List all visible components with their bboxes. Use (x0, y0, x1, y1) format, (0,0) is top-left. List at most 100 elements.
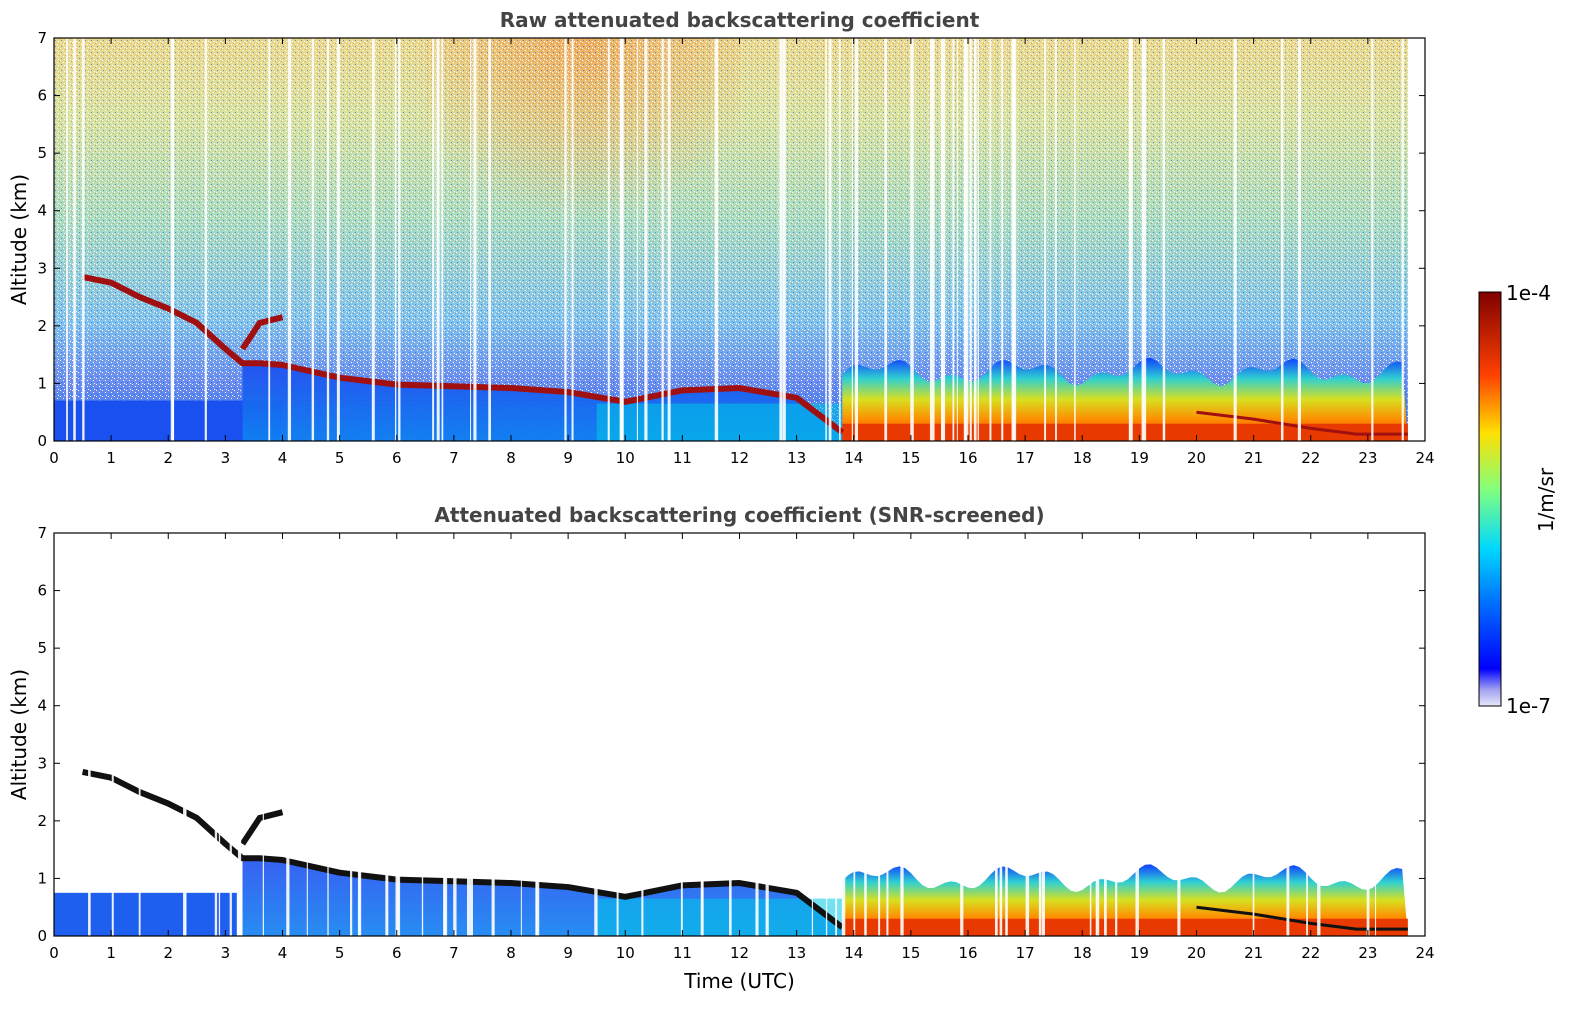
snr-x-tick-label: 20 (1187, 944, 1206, 962)
raw-data-gap (1001, 38, 1003, 441)
snr-data-gap (900, 533, 904, 936)
snr-y-tick-label: 5 (37, 639, 47, 657)
snr-data-gap (218, 533, 221, 936)
snr-x-tick-label: 21 (1244, 944, 1263, 962)
snr-x-tick-label: 12 (730, 944, 749, 962)
raw-surface-layer (842, 423, 1408, 441)
snr-x-tick-label: 13 (787, 944, 806, 962)
raw-y-tick-label: 5 (37, 144, 47, 162)
snr-x-tick-label: 4 (278, 944, 288, 962)
raw-data-gap (564, 38, 567, 441)
raw-y-axis-label: Altitude (km) (7, 174, 31, 305)
snr-x-tick-label: 14 (844, 944, 863, 962)
snr-data-gap (1252, 533, 1255, 936)
raw-data-gap (326, 38, 330, 441)
raw-y-tick-label: 3 (37, 259, 47, 277)
snr-x-tick-label: 3 (221, 944, 231, 962)
raw-data-gap (470, 38, 472, 441)
snr-data-gap (729, 533, 732, 936)
snr-x-tick-label: 15 (901, 944, 920, 962)
raw-data-gap (973, 38, 977, 441)
snr-aerosol-cyan (596, 898, 843, 936)
snr-data-gap (641, 533, 644, 936)
raw-x-tick-label: 9 (563, 449, 573, 467)
raw-data-gap (929, 38, 933, 441)
raw-x-tick-label: 12 (730, 449, 749, 467)
snr-screened-panel: 0 1 2 3 4 5 6 7 8 9 10 11 12 13 14 15 16 17 18 19 20 21 22 23 24… (7, 503, 1435, 993)
colorbar: 1e-4 1e-7 1/m/sr (1478, 281, 1558, 718)
snr-data-gap (1041, 533, 1045, 936)
snr-data-gap (616, 533, 619, 936)
snr-x-tick-label: 17 (1016, 944, 1035, 962)
snr-data-gap (350, 533, 353, 936)
raw-data-gap (932, 38, 935, 441)
raw-data-gap (1141, 38, 1144, 441)
raw-data-gap (1074, 38, 1076, 441)
snr-boundary-layer (842, 864, 1408, 936)
raw-x-tick-label: 8 (506, 449, 516, 467)
raw-data-gap (371, 38, 375, 441)
raw-data-gap (965, 38, 969, 441)
raw-y-tick-label: 1 (37, 374, 47, 392)
snr-data-gap (864, 533, 867, 936)
raw-data-gap (394, 38, 397, 441)
raw-x-tick-label: 10 (616, 449, 635, 467)
raw-data-gap (851, 38, 853, 441)
raw-data-gap (607, 38, 610, 441)
snr-data-gap (1006, 533, 1008, 936)
snr-x-tick-label: 19 (1130, 944, 1149, 962)
raw-data-gap (941, 38, 946, 441)
raw-data-gap (204, 38, 207, 441)
snr-data-gap (811, 533, 814, 936)
raw-x-tick-label: 7 (449, 449, 459, 467)
raw-data-gap (1371, 38, 1374, 441)
raw-data-gap (1162, 38, 1165, 441)
snr-screened-heatmap (54, 533, 1408, 936)
raw-x-tick-label: 2 (163, 449, 173, 467)
raw-x-tick-label: 17 (1016, 449, 1035, 467)
snr-y-tick-label: 4 (37, 697, 47, 715)
raw-data-gap (619, 38, 622, 441)
snr-data-gap (286, 533, 290, 936)
snr-data-gap (1286, 533, 1290, 936)
raw-x-tick-label: 22 (1301, 449, 1320, 467)
snr-x-tick-label: 9 (563, 944, 573, 962)
raw-data-gap (398, 38, 401, 441)
colorbar-gradient (1478, 291, 1502, 707)
snr-data-gap (111, 533, 114, 936)
raw-x-tick-label: 23 (1358, 449, 1377, 467)
raw-data-gap (1233, 38, 1237, 441)
raw-data-gap (1013, 38, 1017, 441)
raw-data-gap (82, 38, 85, 441)
raw-data-gap (636, 38, 638, 441)
raw-cloud-upper-branch (240, 314, 284, 351)
raw-data-gap (854, 38, 859, 441)
raw-y-tick-label: 2 (37, 317, 47, 335)
raw-data-gap (828, 38, 832, 441)
snr-x-tick-label: 16 (958, 944, 977, 962)
snr-data-gap (594, 533, 598, 936)
raw-aerosol-cyan (596, 403, 843, 441)
raw-data-gap (620, 38, 624, 441)
snr-cloud-upper-branch (240, 809, 284, 846)
raw-x-tick-label: 3 (221, 449, 231, 467)
snr-data-gap (520, 533, 522, 936)
snr-x-tick-label: 24 (1415, 944, 1434, 962)
raw-data-gap (714, 38, 719, 441)
colorbar-unit-label: 1/m/sr (1534, 467, 1558, 532)
snr-data-gap (841, 533, 846, 936)
snr-data-gap (1374, 533, 1377, 936)
snr-x-tick-label: 10 (616, 944, 635, 962)
raw-data-gap (969, 38, 972, 441)
snr-data-gap (491, 533, 495, 936)
raw-data-gap (989, 38, 992, 441)
raw-data-gap (488, 38, 491, 441)
snr-data-gap (357, 533, 362, 936)
raw-x-tick-label: 6 (392, 449, 402, 467)
raw-data-gap (436, 38, 440, 441)
snr-data-gap (421, 533, 424, 936)
raw-y-tick-label: 6 (37, 87, 47, 105)
snr-data-gap (470, 533, 473, 936)
snr-data-gap (1366, 533, 1370, 936)
